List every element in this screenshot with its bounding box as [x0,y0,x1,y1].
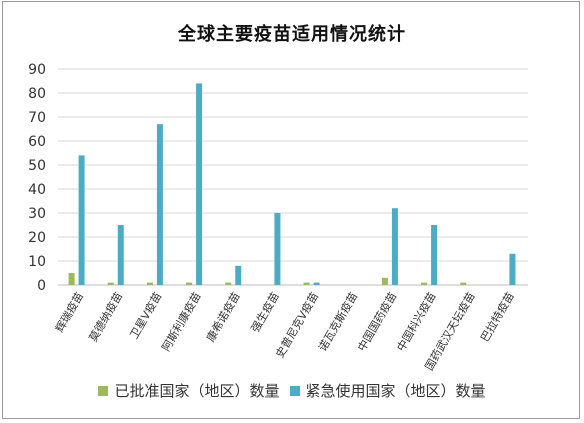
legend-item-approved: 已批准国家（地区）数量 [98,380,280,401]
bar-emergency [78,155,85,285]
y-tick-label: 10 [28,254,46,270]
bar-approved [107,282,114,285]
bar-approved [460,282,467,285]
chart-legend: 已批准国家（地区）数量 紧急使用国家（地区）数量 [0,380,584,401]
x-category-label: 卫星V疫苗 [127,290,165,342]
legend-item-emergency: 紧急使用国家（地区）数量 [289,380,486,401]
bar-approved [421,282,428,285]
bar-emergency [235,265,242,285]
chart-frame [2,1,580,419]
bar-emergency [391,208,398,285]
bar-approved [303,282,310,285]
chart-title: 全球主要疫苗适用情况统计 [178,24,406,45]
y-tick-label: 60 [28,134,46,150]
bar-approved [146,282,153,285]
legend-swatch-emergency [289,385,300,396]
bar-emergency [431,225,438,285]
x-category-label: 康希诺疫苗 [203,290,243,345]
y-tick-label: 50 [28,158,46,174]
bar-approved [381,277,388,285]
bar-emergency [313,282,320,285]
y-tick-label: 90 [28,62,46,78]
bar-emergency [196,83,203,286]
x-category-label: 辉瑞疫苗 [52,290,86,335]
legend-swatch-approved [98,385,109,396]
x-category-label: 中国科兴疫苗 [394,290,439,354]
x-category-label: 强生疫苗 [248,290,282,335]
x-category-label: 莫德纳疫苗 [86,290,126,345]
bar-approved [68,273,75,285]
y-tick-label: 40 [28,182,46,198]
bar-approved [186,282,193,285]
bar-emergency [156,124,163,285]
y-tick-label: 30 [28,206,46,222]
bar-emergency [509,253,516,285]
x-category-label: 中国国药疫苗 [354,290,399,354]
legend-label-approved: 已批准国家（地区）数量 [114,382,280,400]
y-tick-label: 0 [37,278,46,294]
x-category-label: 巴拉特疫苗 [477,290,517,345]
bar-emergency [274,213,281,285]
y-tick-label: 70 [28,110,46,126]
bar-emergency [117,225,124,285]
x-category-label: 阿斯利康疫苗 [159,290,204,354]
bar-chart: 0 10 20 30 40 50 60 70 80 90 辉瑞疫苗 莫德纳疫苗 卫星V疫苗阿斯利康疫苗康… [28,62,528,373]
y-tick-label: 20 [28,230,46,246]
legend-label-emergency: 紧急使用国家（地区）数量 [305,382,486,400]
x-category-label: 诺瓦克斯疫苗 [315,290,360,354]
bar-approved [225,282,232,285]
y-tick-label: 80 [28,86,46,102]
